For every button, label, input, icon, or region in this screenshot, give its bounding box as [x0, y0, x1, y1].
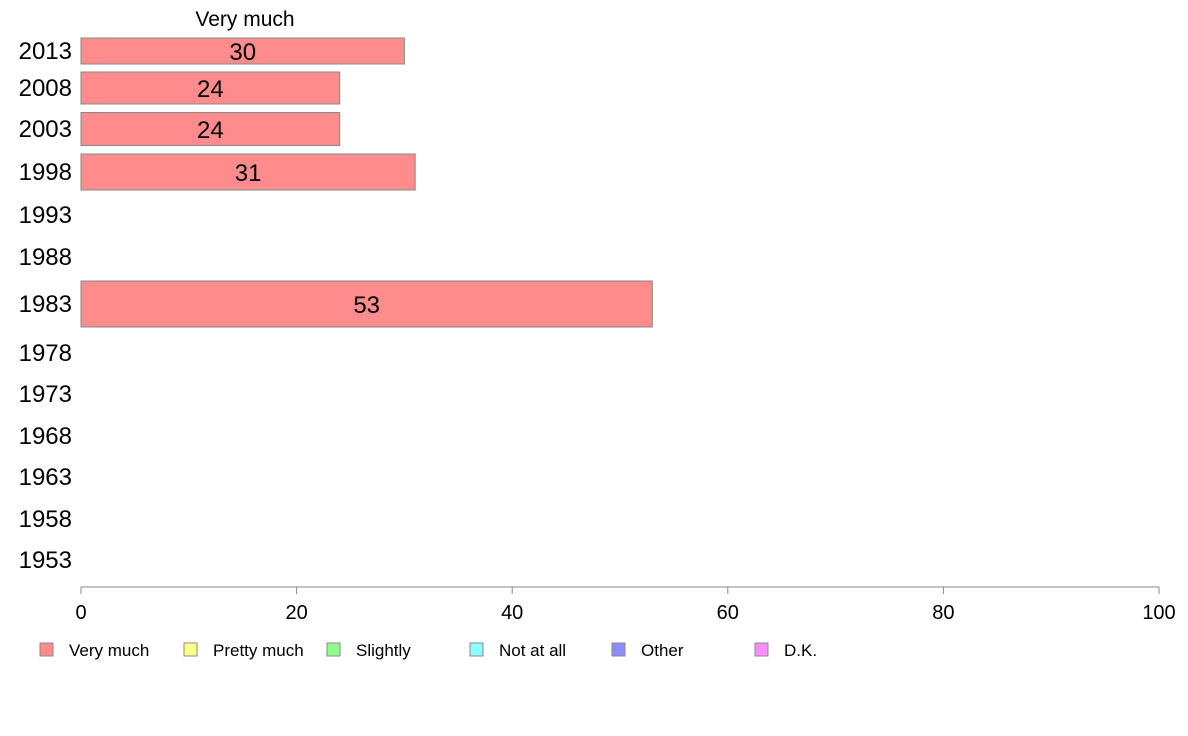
y-label-1973: 1973 [19, 381, 72, 408]
bar-value-label-2013: 30 [229, 39, 256, 66]
bar-1983-very-much [80, 280, 653, 328]
y-label-1988: 1988 [19, 244, 72, 271]
y-label-2003: 2003 [19, 116, 72, 143]
legend-label-not-at-all: Not at all [499, 641, 566, 660]
y-label-2013: 2013 [19, 38, 72, 65]
x-tick-label-0: 0 [75, 602, 86, 624]
bar-1998-very-much [80, 153, 416, 191]
y-label-2008: 2008 [19, 75, 72, 102]
legend-swatch-other [611, 642, 626, 657]
y-label-1963: 1963 [19, 464, 72, 491]
y-axis-labels: 2013 2008 2003 1998 1993 1988 1983 1978 1973 1968… [19, 38, 72, 574]
y-label-1993: 1993 [19, 202, 72, 229]
bar-value-label-1998: 31 [235, 160, 262, 187]
legend-swatch-slightly [326, 642, 341, 657]
legend-label-d-k-: D.K. [784, 641, 817, 660]
legend-label-very-much: Very much [69, 641, 149, 660]
x-tick-label-60: 60 [717, 602, 739, 624]
legend-label-other: Other [641, 641, 684, 660]
legend: Very much Pretty much Slightly Not at all Ot… [39, 641, 817, 660]
x-tick-label-80: 80 [932, 602, 954, 624]
bar-value-label-2008: 24 [197, 76, 224, 103]
legend-swatch-not-at-all [469, 642, 484, 657]
series-header: Very much [195, 8, 294, 31]
y-label-1953: 1953 [19, 547, 72, 574]
y-label-1968: 1968 [19, 423, 72, 450]
y-label-1998: 1998 [19, 159, 72, 186]
y-label-1958: 1958 [19, 506, 72, 533]
bar-2003-very-much [80, 112, 341, 146]
legend-label-pretty-much: Pretty much [213, 641, 304, 660]
bar-2013-very-much [80, 37, 405, 65]
x-axis: 0 20 40 60 80 100 [75, 586, 1176, 624]
x-tick-label-100: 100 [1142, 602, 1175, 624]
legend-swatch-d-k- [754, 642, 769, 657]
x-tick-label-40: 40 [501, 602, 523, 624]
bar-value-label-2003: 24 [197, 117, 224, 144]
legend-label-slightly: Slightly [356, 641, 411, 660]
y-label-1978: 1978 [19, 340, 72, 367]
bar-value-label-1983: 53 [353, 292, 380, 319]
y-label-1983: 1983 [19, 291, 72, 318]
x-tick-label-20: 20 [285, 602, 307, 624]
bar-2008-very-much [80, 71, 341, 105]
legend-swatch-very-much [39, 642, 54, 657]
legend-swatch-pretty-much [183, 642, 198, 657]
